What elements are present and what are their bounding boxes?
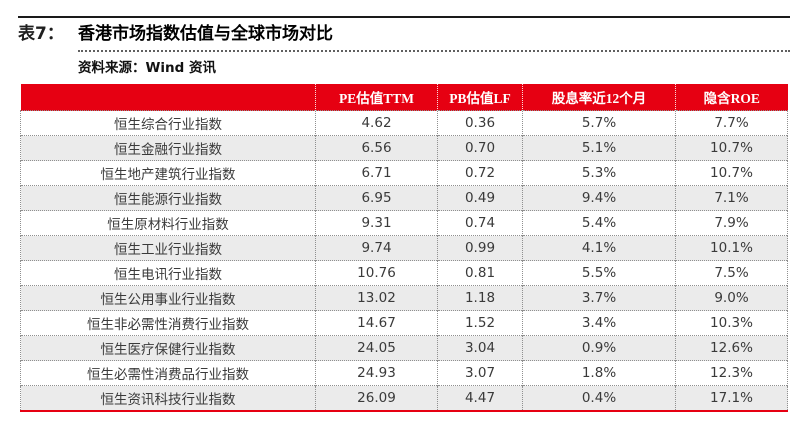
implied-roe-cell: 7.9% <box>675 210 788 236</box>
dividend-yield-cell: 0.9% <box>522 335 676 361</box>
pe-ttm-cell: 6.95 <box>315 185 438 211</box>
pe-ttm-cell: 6.71 <box>315 160 438 186</box>
pb-lf-cell: 4.47 <box>437 385 523 411</box>
pb-lf-cell: 0.49 <box>437 185 523 211</box>
pb-lf-cell: 0.72 <box>437 160 523 186</box>
index-name-cell: 恒生电讯行业指数 <box>20 260 316 286</box>
table-row: 恒生资讯科技行业指数 26.09 4.47 0.4% 17.1% <box>20 385 788 411</box>
table-row: 恒生非必需性消费行业指数 14.67 1.52 3.4% 10.3% <box>20 310 788 336</box>
implied-roe-cell: 12.3% <box>675 360 788 386</box>
pb-lf-cell: 1.18 <box>437 285 523 311</box>
pb-lf-cell: 1.52 <box>437 310 523 336</box>
dividend-yield-cell: 1.8% <box>522 360 676 386</box>
index-name-cell: 恒生金融行业指数 <box>20 135 316 161</box>
implied-roe-cell: 10.7% <box>675 135 788 161</box>
pe-ttm-cell: 9.74 <box>315 235 438 261</box>
dividend-yield-cell: 9.4% <box>522 185 676 211</box>
table-row: 恒生能源行业指数 6.95 0.49 9.4% 7.1% <box>20 185 788 211</box>
table-head: PE估值TTM PB估值LF 股息率近12个月 隐含ROE <box>20 84 788 111</box>
index-name-cell: 恒生能源行业指数 <box>20 185 316 211</box>
table-row: 恒生公用事业行业指数 13.02 1.18 3.7% 9.0% <box>20 285 788 311</box>
dividend-yield-cell: 4.1% <box>522 235 676 261</box>
dividend-yield-cell: 5.5% <box>522 260 676 286</box>
table-header-row: PE估值TTM PB估值LF 股息率近12个月 隐含ROE <box>20 84 788 111</box>
pe-ttm-cell: 10.76 <box>315 260 438 286</box>
table-row: 恒生医疗保健行业指数 24.05 3.04 0.9% 12.6% <box>20 335 788 361</box>
dividend-yield-cell: 3.7% <box>522 285 676 311</box>
index-name-cell: 恒生资讯科技行业指数 <box>20 385 316 411</box>
table-body: 恒生综合行业指数 4.62 0.36 5.7% 7.7% 恒生金融行业指数 6.56 0.70… <box>20 110 788 411</box>
column-header-pb-lf: PB估值LF <box>437 84 523 111</box>
pe-ttm-cell: 14.67 <box>315 310 438 336</box>
table-row: 恒生原材料行业指数 9.31 0.74 5.4% 7.9% <box>20 210 788 236</box>
valuation-table: PE估值TTM PB估值LF 股息率近12个月 隐含ROE 恒生综合行业指数 4.62 0… <box>20 84 788 412</box>
dividend-yield-cell: 5.3% <box>522 160 676 186</box>
pb-lf-cell: 0.70 <box>437 135 523 161</box>
pb-lf-cell: 0.36 <box>437 110 523 136</box>
index-name-cell: 恒生公用事业行业指数 <box>20 285 316 311</box>
figure-source: 资料来源：Wind 资讯 <box>78 60 216 76</box>
figure-header: 表7： 香港市场指数估值与全球市场对比 资料来源：Wind 资讯 <box>0 18 800 77</box>
pb-lf-cell: 0.81 <box>437 260 523 286</box>
table-row: 恒生必需性消费品行业指数 24.93 3.07 1.8% 12.3% <box>20 360 788 386</box>
pe-ttm-cell: 13.02 <box>315 285 438 311</box>
index-name-cell: 恒生非必需性消费行业指数 <box>20 310 316 336</box>
index-name-cell: 恒生原材料行业指数 <box>20 210 316 236</box>
column-header-implied-roe: 隐含ROE <box>675 84 788 111</box>
index-name-cell: 恒生必需性消费品行业指数 <box>20 360 316 386</box>
column-header-index-name <box>20 84 316 111</box>
index-name-cell: 恒生工业行业指数 <box>20 235 316 261</box>
implied-roe-cell: 7.7% <box>675 110 788 136</box>
dividend-yield-cell: 3.4% <box>522 310 676 336</box>
pb-lf-cell: 0.74 <box>437 210 523 236</box>
figure-number-label: 表7： <box>18 24 64 44</box>
implied-roe-cell: 17.1% <box>675 385 788 411</box>
pe-ttm-cell: 9.31 <box>315 210 438 236</box>
figure-title-block: 香港市场指数估值与全球市场对比 资料来源：Wind 资讯 <box>78 22 790 77</box>
pe-ttm-cell: 6.56 <box>315 135 438 161</box>
dividend-yield-cell: 5.1% <box>522 135 676 161</box>
figure-title: 香港市场指数估值与全球市场对比 <box>78 22 790 52</box>
implied-roe-cell: 7.1% <box>675 185 788 211</box>
pb-lf-cell: 0.99 <box>437 235 523 261</box>
top-rule <box>18 16 790 18</box>
table-row: 恒生金融行业指数 6.56 0.70 5.1% 10.7% <box>20 135 788 161</box>
pe-ttm-cell: 24.05 <box>315 335 438 361</box>
index-name-cell: 恒生综合行业指数 <box>20 110 316 136</box>
table-row: 恒生工业行业指数 9.74 0.99 4.1% 10.1% <box>20 235 788 261</box>
dividend-yield-cell: 0.4% <box>522 385 676 411</box>
dividend-yield-cell: 5.7% <box>522 110 676 136</box>
table-row: 恒生地产建筑行业指数 6.71 0.72 5.3% 10.7% <box>20 160 788 186</box>
pb-lf-cell: 3.04 <box>437 335 523 361</box>
implied-roe-cell: 10.3% <box>675 310 788 336</box>
implied-roe-cell: 10.1% <box>675 235 788 261</box>
implied-roe-cell: 9.0% <box>675 285 788 311</box>
implied-roe-cell: 10.7% <box>675 160 788 186</box>
pe-ttm-cell: 4.62 <box>315 110 438 136</box>
table-row: 恒生综合行业指数 4.62 0.36 5.7% 7.7% <box>20 110 788 136</box>
column-header-dividend-yield: 股息率近12个月 <box>522 84 676 111</box>
pb-lf-cell: 3.07 <box>437 360 523 386</box>
pe-ttm-cell: 26.09 <box>315 385 438 411</box>
index-name-cell: 恒生地产建筑行业指数 <box>20 160 316 186</box>
implied-roe-cell: 7.5% <box>675 260 788 286</box>
column-header-pe-ttm: PE估值TTM <box>315 84 438 111</box>
index-name-cell: 恒生医疗保健行业指数 <box>20 335 316 361</box>
implied-roe-cell: 12.6% <box>675 335 788 361</box>
table-row: 恒生电讯行业指数 10.76 0.81 5.5% 7.5% <box>20 260 788 286</box>
pe-ttm-cell: 24.93 <box>315 360 438 386</box>
dividend-yield-cell: 5.4% <box>522 210 676 236</box>
